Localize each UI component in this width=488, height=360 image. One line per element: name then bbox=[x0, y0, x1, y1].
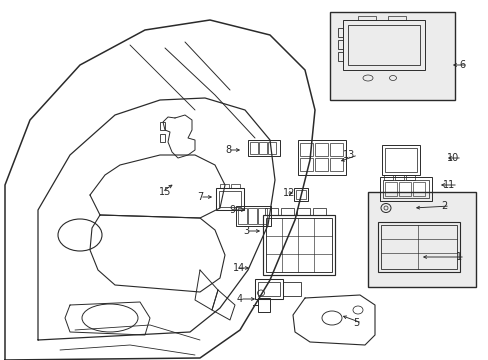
Bar bbox=[382, 180, 428, 198]
Bar bbox=[281, 208, 293, 215]
Text: 5: 5 bbox=[352, 318, 358, 328]
Bar bbox=[387, 16, 405, 20]
Bar bbox=[283, 282, 301, 296]
Bar bbox=[384, 182, 396, 196]
Bar bbox=[264, 208, 278, 215]
Bar bbox=[267, 142, 275, 154]
Text: 14: 14 bbox=[232, 263, 245, 273]
Bar bbox=[160, 122, 164, 130]
Bar bbox=[337, 52, 342, 61]
Bar bbox=[347, 25, 419, 65]
Bar bbox=[367, 192, 475, 287]
Bar bbox=[379, 177, 431, 201]
Bar bbox=[398, 182, 410, 196]
Bar bbox=[380, 225, 456, 269]
Bar bbox=[337, 40, 342, 49]
Text: 3: 3 bbox=[243, 226, 248, 236]
Bar bbox=[247, 208, 257, 224]
Bar bbox=[314, 143, 327, 156]
Bar bbox=[265, 218, 331, 272]
Text: 2: 2 bbox=[440, 201, 446, 211]
Bar bbox=[258, 282, 280, 296]
Bar bbox=[381, 145, 419, 175]
Bar bbox=[299, 143, 312, 156]
Text: 4: 4 bbox=[237, 294, 243, 304]
Bar bbox=[293, 188, 307, 201]
Bar bbox=[258, 208, 266, 224]
Bar bbox=[312, 208, 325, 215]
Text: 12: 12 bbox=[283, 188, 295, 198]
Bar bbox=[297, 140, 346, 175]
Bar bbox=[383, 175, 392, 180]
Bar bbox=[299, 158, 312, 171]
Bar bbox=[259, 142, 266, 154]
Bar bbox=[384, 148, 416, 172]
Bar bbox=[220, 184, 228, 188]
Text: 7: 7 bbox=[197, 192, 203, 202]
Bar bbox=[296, 208, 309, 215]
Bar bbox=[329, 158, 342, 171]
Bar bbox=[238, 208, 246, 224]
Bar bbox=[357, 16, 375, 20]
Text: 10: 10 bbox=[446, 153, 458, 163]
Bar bbox=[160, 134, 164, 142]
Text: 13: 13 bbox=[342, 150, 354, 160]
Text: 11: 11 bbox=[442, 180, 454, 190]
Bar bbox=[394, 175, 403, 180]
Bar bbox=[329, 143, 342, 156]
Bar bbox=[342, 20, 424, 70]
Text: 8: 8 bbox=[224, 145, 231, 155]
Bar bbox=[254, 279, 283, 299]
Text: 15: 15 bbox=[159, 187, 171, 197]
Bar bbox=[230, 184, 240, 188]
Bar bbox=[329, 12, 454, 100]
Bar bbox=[405, 175, 414, 180]
Bar bbox=[236, 206, 270, 226]
Text: 9: 9 bbox=[228, 205, 235, 215]
Bar bbox=[249, 142, 258, 154]
Bar bbox=[258, 298, 269, 312]
Bar bbox=[314, 158, 327, 171]
Bar bbox=[412, 182, 424, 196]
Text: 1: 1 bbox=[455, 252, 461, 262]
Bar bbox=[337, 28, 342, 37]
Bar bbox=[219, 191, 241, 207]
Bar bbox=[295, 190, 305, 199]
Bar bbox=[247, 140, 280, 156]
Bar bbox=[263, 215, 334, 275]
Bar bbox=[377, 222, 459, 272]
Bar bbox=[216, 188, 244, 210]
Text: 6: 6 bbox=[458, 60, 464, 70]
